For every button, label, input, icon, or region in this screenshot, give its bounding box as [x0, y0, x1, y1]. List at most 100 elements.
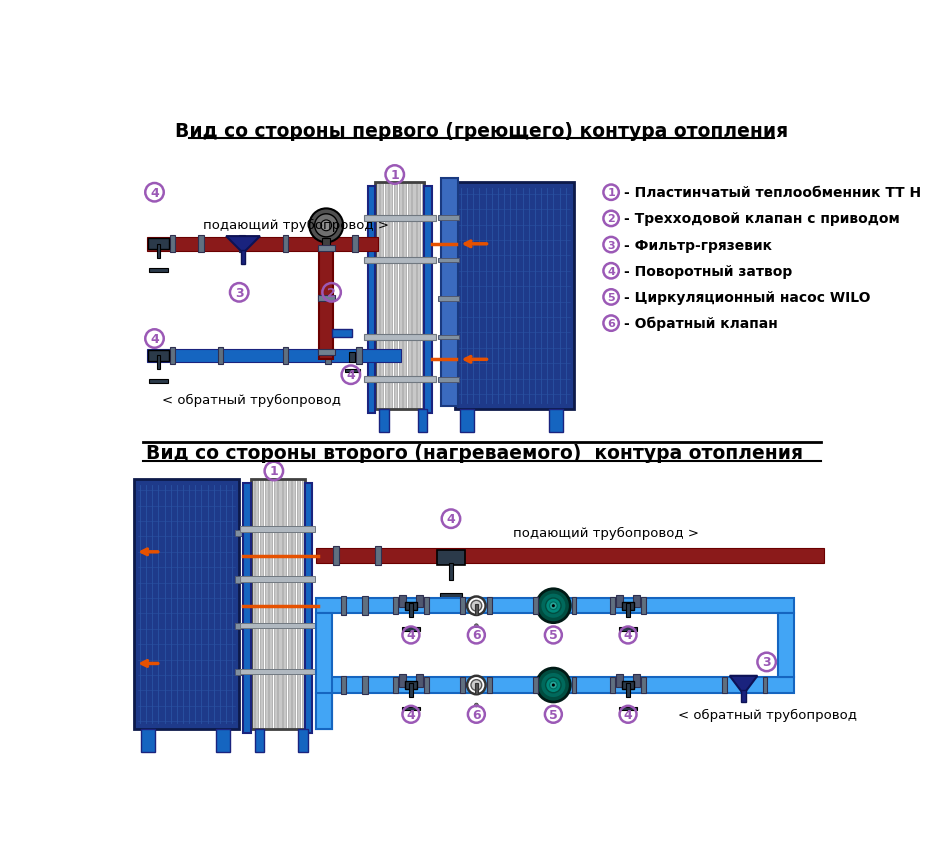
Bar	[401, 628, 420, 631]
Bar	[364, 257, 435, 264]
Bar	[352, 236, 358, 253]
Bar	[170, 236, 175, 253]
Bar	[417, 183, 420, 410]
Text: 5: 5	[607, 292, 615, 302]
Bar	[297, 479, 300, 729]
Bar	[283, 479, 286, 729]
Bar	[283, 236, 289, 253]
Bar	[440, 593, 462, 597]
Circle shape	[475, 624, 478, 628]
Text: Вид со стороны второго (нагреваемого)  контура отопления: Вид со стороны второго (нагреваемого) ко…	[146, 443, 803, 463]
Text: 4: 4	[623, 708, 633, 721]
Bar	[413, 183, 415, 410]
Bar	[399, 596, 406, 607]
Bar	[240, 527, 316, 532]
Bar	[610, 676, 615, 694]
Bar	[438, 336, 460, 340]
Bar	[622, 602, 635, 610]
Bar	[401, 707, 420, 711]
Bar	[461, 597, 464, 614]
Circle shape	[537, 589, 571, 623]
Bar	[235, 577, 247, 583]
Bar	[251, 479, 254, 729]
Bar	[626, 683, 631, 697]
Bar	[251, 479, 305, 729]
Polygon shape	[227, 237, 260, 254]
Bar	[274, 479, 277, 729]
Text: 4: 4	[446, 513, 455, 526]
Bar	[288, 479, 290, 729]
Bar	[533, 676, 538, 694]
Bar	[364, 335, 435, 341]
Circle shape	[550, 682, 557, 689]
Bar	[333, 547, 338, 565]
Text: - Обратный клапан: - Обратный клапан	[624, 317, 778, 331]
Bar	[316, 549, 824, 564]
Text: 4: 4	[406, 708, 415, 721]
Bar	[610, 597, 615, 614]
Text: 4: 4	[607, 267, 615, 276]
Bar	[149, 268, 167, 272]
Text: 3: 3	[607, 240, 615, 250]
Bar	[324, 236, 329, 253]
Bar	[572, 597, 576, 614]
Text: - Трехходовой клапан с приводом: - Трехходовой клапан с приводом	[624, 212, 900, 226]
Circle shape	[550, 602, 557, 610]
Bar	[375, 547, 381, 565]
Circle shape	[540, 593, 567, 619]
Polygon shape	[729, 676, 758, 694]
Circle shape	[475, 703, 478, 707]
Bar	[316, 677, 793, 693]
Bar	[325, 348, 331, 365]
Bar	[157, 356, 160, 370]
Text: 4: 4	[347, 369, 355, 382]
Text: 6: 6	[472, 629, 480, 642]
Bar	[408, 183, 411, 410]
Text: 4: 4	[406, 629, 415, 642]
Bar	[235, 623, 247, 629]
Bar	[345, 369, 360, 373]
Bar	[218, 348, 223, 365]
Bar	[424, 187, 431, 414]
Text: Вид со стороны первого (греющего) контура отопления: Вид со стороны первого (греющего) контур…	[175, 122, 789, 141]
Bar	[403, 183, 406, 410]
Bar	[409, 683, 414, 697]
Circle shape	[467, 596, 486, 615]
Bar	[239, 236, 244, 253]
Bar	[380, 410, 388, 433]
Circle shape	[545, 598, 561, 613]
Bar	[368, 187, 375, 414]
Bar	[356, 348, 362, 365]
Bar	[255, 729, 264, 752]
Bar	[633, 596, 640, 607]
Text: - Пластинчатый теплообменник ТТ Н: - Пластинчатый теплообменник ТТ Н	[624, 186, 921, 200]
Text: подающий трубопровод >: подающий трубопровод >	[203, 219, 389, 232]
Bar	[619, 628, 637, 631]
Bar	[305, 483, 312, 733]
Bar	[389, 183, 392, 410]
Bar	[316, 613, 332, 729]
Bar	[147, 238, 378, 251]
Bar	[333, 330, 352, 337]
Bar	[405, 602, 417, 610]
Bar	[616, 596, 623, 607]
Circle shape	[315, 215, 337, 238]
Bar	[461, 676, 464, 694]
Text: - Поворотный затвор: - Поворотный затвор	[624, 264, 792, 279]
Bar	[364, 216, 435, 222]
Bar	[147, 349, 400, 363]
Bar	[235, 531, 247, 537]
Bar	[394, 183, 397, 410]
Bar	[375, 183, 379, 410]
Circle shape	[545, 677, 561, 693]
Bar	[393, 676, 398, 694]
Bar	[292, 479, 295, 729]
Text: < обратный трубопровод: < обратный трубопровод	[678, 708, 857, 721]
Bar	[363, 676, 368, 694]
Bar	[622, 682, 635, 689]
Text: 2: 2	[607, 214, 615, 224]
Bar	[350, 352, 355, 363]
Text: 3: 3	[762, 656, 771, 669]
Bar	[422, 183, 425, 410]
Bar	[448, 564, 453, 580]
